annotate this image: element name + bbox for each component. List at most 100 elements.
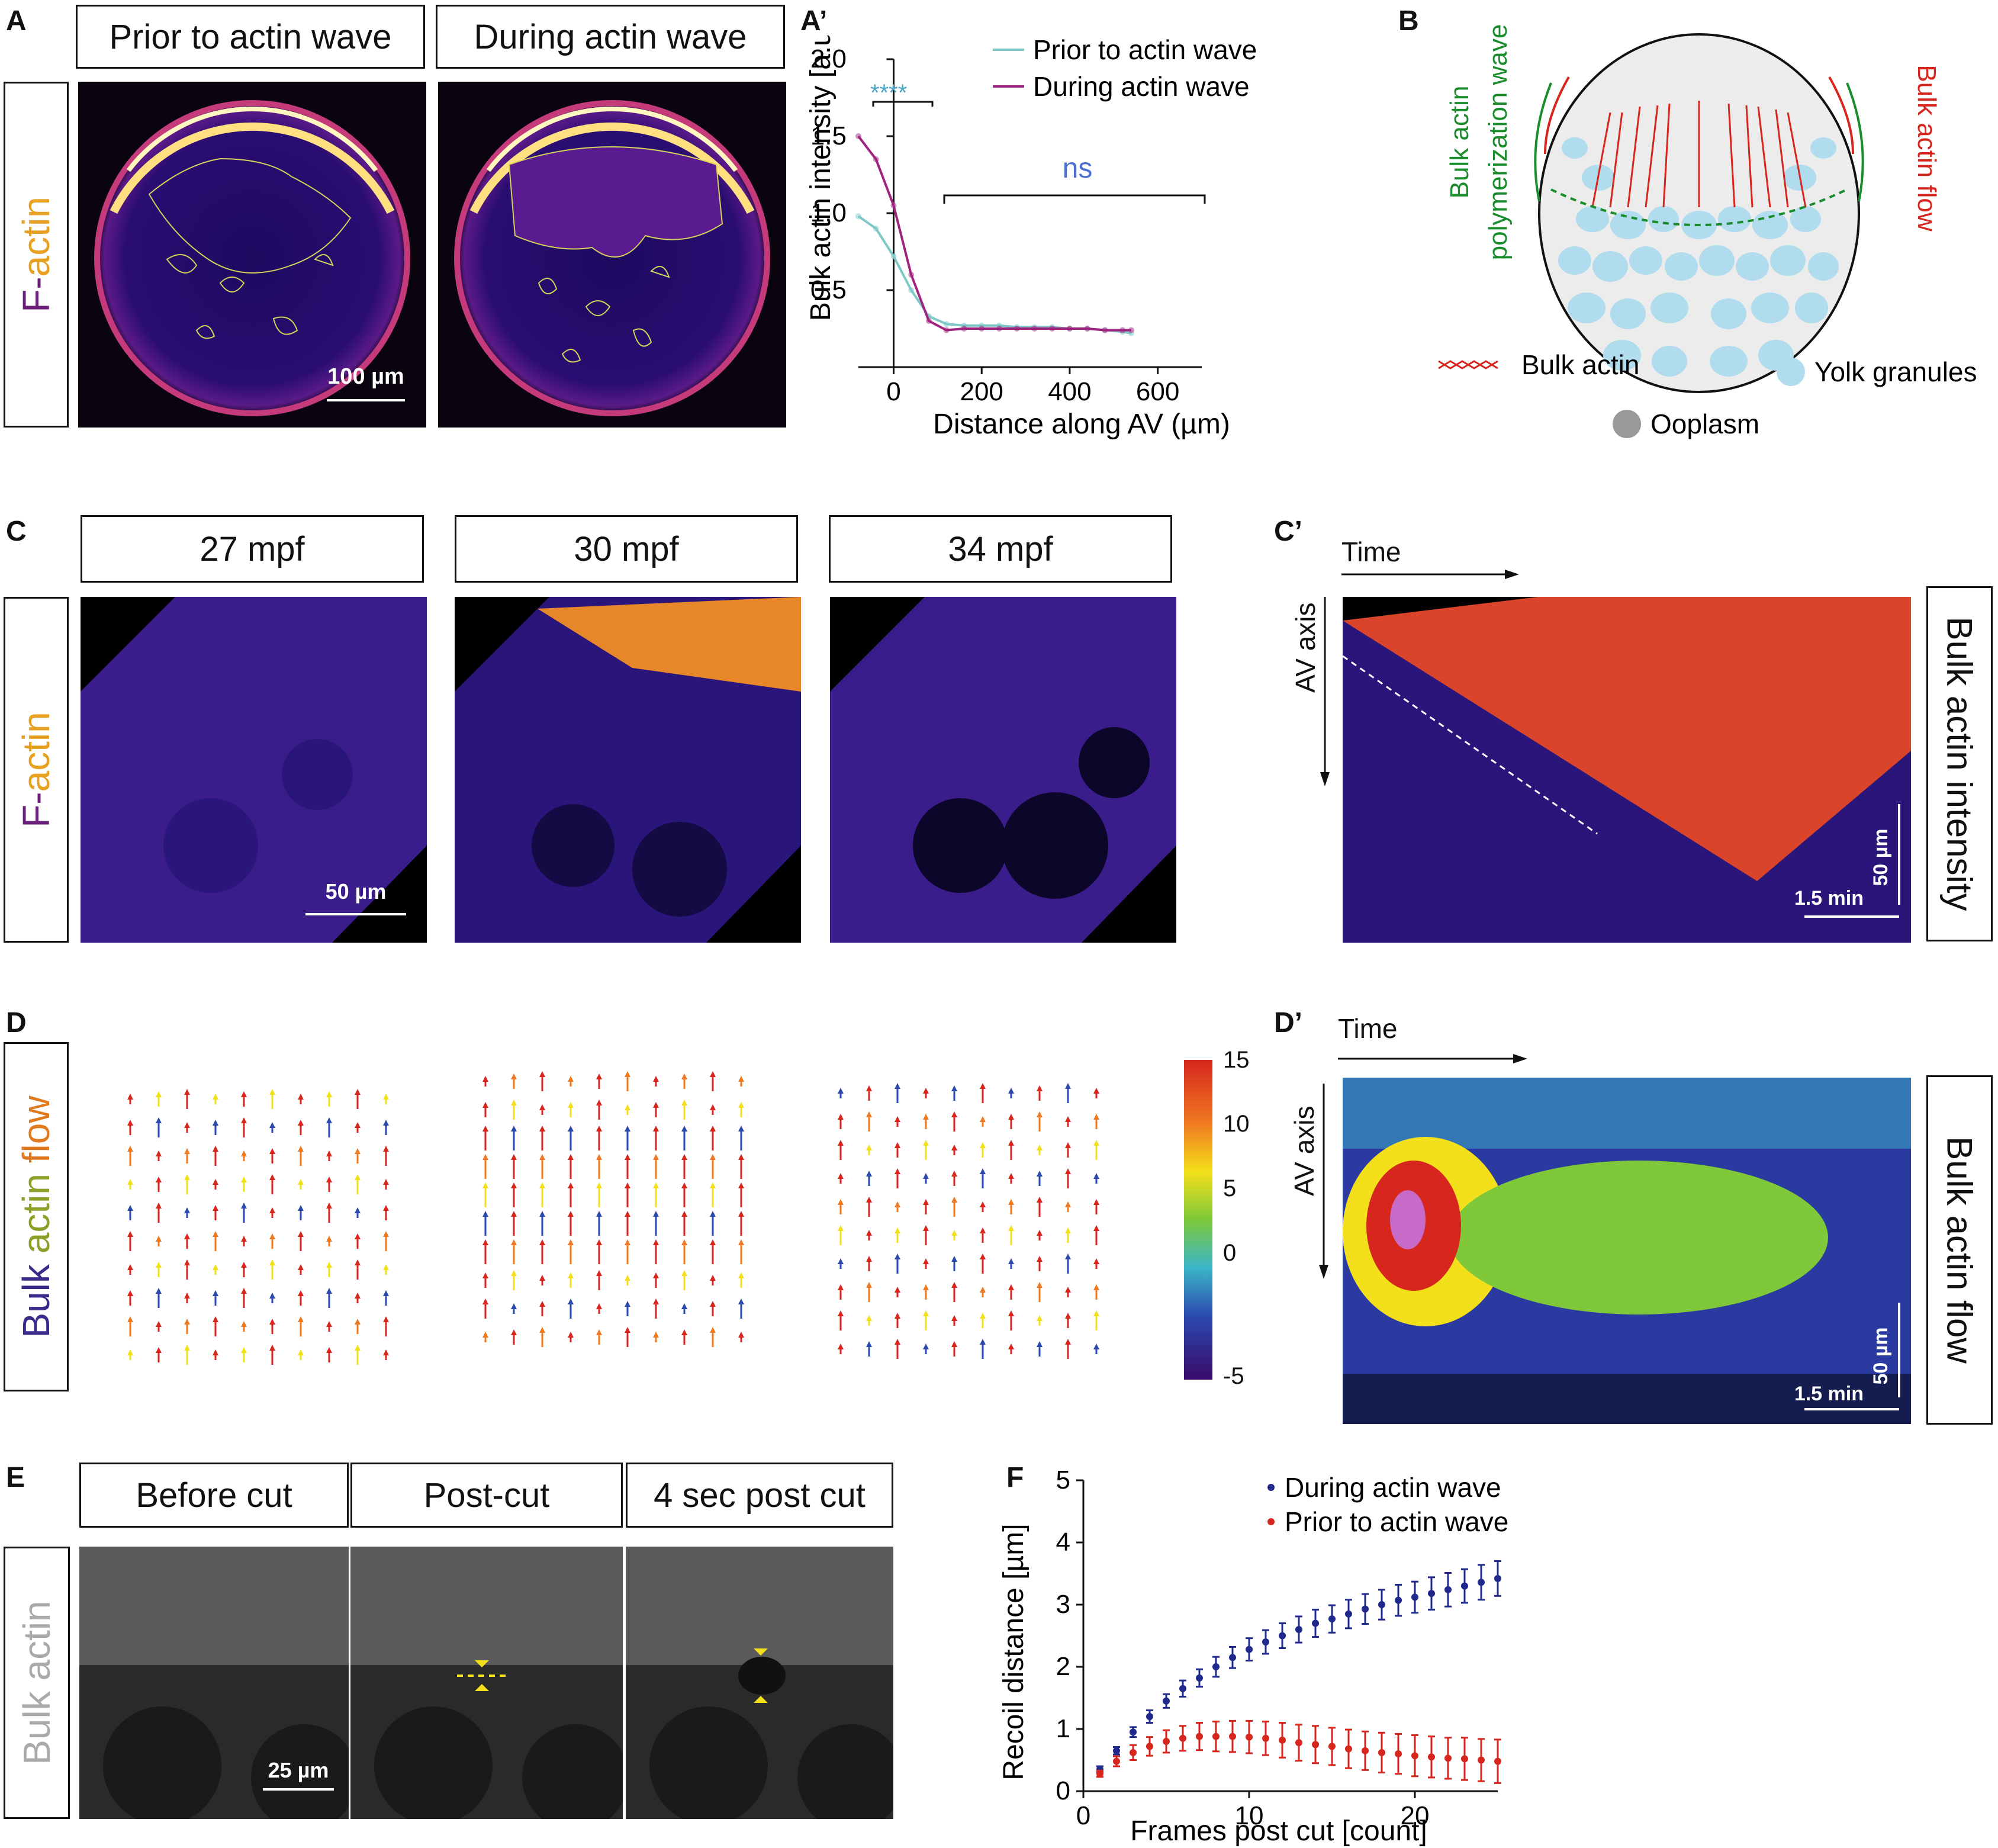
- d-flow-arrowhead: [482, 1332, 488, 1338]
- d-flow-arrowhead: [625, 1182, 630, 1188]
- d-flow-arrowhead: [1065, 1254, 1071, 1259]
- d-flow-arrowhead: [866, 1111, 872, 1117]
- d-flow-arrowhead: [241, 1347, 247, 1353]
- d-flow-arrowhead: [184, 1319, 190, 1325]
- d-flow-arrowhead: [895, 1287, 900, 1293]
- f-point: [1328, 1743, 1336, 1750]
- d-flow-arrowhead: [383, 1290, 389, 1296]
- d-flow-arrowhead: [596, 1211, 602, 1217]
- a-prime-ytick-label: 1.0: [810, 198, 847, 227]
- d-flow-arrowhead: [710, 1154, 716, 1160]
- d-flow-arrowhead: [568, 1154, 574, 1160]
- d-flow-arrowhead: [1093, 1258, 1099, 1264]
- d-vector-fields: [127, 1071, 1099, 1365]
- d-flow-arrowhead: [980, 1339, 986, 1345]
- d-flow-arrowhead: [568, 1272, 574, 1278]
- d-flow-arrowhead: [980, 1313, 986, 1319]
- a-prime-point: [1102, 327, 1108, 333]
- title-4sec: 4 sec post cut: [626, 1463, 893, 1528]
- d-flow-arrowhead: [596, 1154, 602, 1160]
- f-point: [1113, 1747, 1120, 1754]
- side-label-bulk-actin-e: Bulk actin: [4, 1547, 70, 1819]
- d-flow-arrowhead: [923, 1199, 929, 1205]
- a-prime-ylabel: Bulk actin intensity [a.u]: [805, 36, 836, 321]
- d-flow-arrowhead: [596, 1270, 602, 1276]
- f-point: [1130, 1749, 1137, 1756]
- d-prime-time-arrow: [1338, 1054, 1527, 1063]
- d-flow-arrowhead: [1065, 1201, 1071, 1207]
- d-flow-arrowhead: [213, 1120, 218, 1126]
- d-flow-arrowhead: [1008, 1225, 1014, 1231]
- d-flow-arrowhead: [127, 1290, 133, 1296]
- d-flow-arrowhead: [482, 1182, 488, 1188]
- d-flow-arrowhead: [738, 1299, 744, 1304]
- d-flow-arrowhead: [1065, 1116, 1071, 1122]
- d-flow-arrowhead: [1037, 1282, 1043, 1288]
- schematic-b: Bulk actin polymerization wave Bulk acti…: [1438, 24, 1977, 439]
- f-point: [1395, 1596, 1402, 1604]
- scale-bar-e-label: 25 µm: [268, 1758, 329, 1782]
- d-flow-arrowhead: [738, 1154, 744, 1160]
- f-point: [1163, 1738, 1170, 1745]
- d-flow-arrowhead: [383, 1120, 389, 1126]
- f-point: [1378, 1749, 1385, 1756]
- f-legend-dot-during: [1267, 1484, 1275, 1491]
- d-flow-arrowhead: [298, 1205, 304, 1211]
- a-prime-point: [890, 253, 897, 259]
- d-flow-arrowhead: [1065, 1339, 1071, 1345]
- panel-letter-a: A: [6, 5, 27, 37]
- d-flow-arrowhead: [596, 1100, 602, 1105]
- c-prime-scale-y: 50 µm: [1870, 828, 1892, 886]
- d-flow-arrowhead: [596, 1239, 602, 1245]
- f-point: [1295, 1626, 1302, 1633]
- a-prime-xlabel: Distance along AV (µm): [933, 409, 1230, 440]
- d-flow-arrowhead: [951, 1171, 957, 1177]
- a-prime-point: [979, 326, 985, 332]
- d-flow-arrowhead: [625, 1239, 630, 1245]
- d-flow-arrowhead: [838, 1344, 844, 1349]
- ns-bracket: [943, 194, 1206, 204]
- d-flow-arrowhead: [184, 1345, 190, 1351]
- f-ytick-label: 1: [1056, 1714, 1070, 1743]
- a-prime-xtick-label: 200: [960, 377, 1003, 406]
- d-flow-arrowhead: [269, 1089, 275, 1095]
- c-image-30: [455, 597, 801, 943]
- sig-bracket: [872, 101, 934, 107]
- title-30mpf: 30 mpf: [455, 515, 798, 583]
- d-prime-scale-y: 50 µm: [1870, 1327, 1892, 1384]
- d-flow-arrowhead: [241, 1321, 247, 1327]
- title-27mpf: 27 mpf: [81, 515, 424, 583]
- d-flow-arrowhead: [596, 1329, 602, 1335]
- d-flow-arrowhead: [511, 1211, 517, 1217]
- d-flow-arrowhead: [866, 1282, 872, 1288]
- d-flow-arrowhead: [838, 1199, 844, 1205]
- d-flow-arrowhead: [1093, 1140, 1099, 1146]
- d-flow-arrowhead: [923, 1258, 929, 1264]
- d-flow-arrowhead: [482, 1126, 488, 1132]
- d-flow-arrowhead: [895, 1142, 900, 1148]
- d-prime-time-label: Time: [1338, 1013, 1398, 1044]
- panel-letter-d: D: [6, 1007, 27, 1039]
- d-flow-arrowhead: [838, 1225, 844, 1231]
- d-flow-arrowhead: [355, 1345, 361, 1351]
- red-arrow-right: [1828, 76, 1854, 155]
- d-flow-arrowhead: [511, 1329, 517, 1335]
- b-legend-ooplasm: Ooplasm: [1650, 409, 1759, 439]
- d-flow-arrowhead: [568, 1126, 574, 1132]
- d-flow-arrowhead: [269, 1148, 275, 1154]
- d-flow-arrowhead: [980, 1168, 986, 1174]
- cb-tick-neg5: -5: [1223, 1363, 1244, 1389]
- d-flow-arrowhead: [539, 1104, 545, 1110]
- f-point: [1229, 1733, 1236, 1740]
- a-prime-point: [873, 226, 879, 232]
- d-flow-arrowhead: [895, 1227, 900, 1233]
- d-flow-arrowhead: [213, 1264, 218, 1270]
- d-flow-arrowhead: [681, 1239, 687, 1245]
- a-prime-series-line: [857, 215, 1132, 335]
- d-flow-arrowhead: [980, 1201, 986, 1207]
- f-point: [1428, 1753, 1435, 1761]
- a-prime-point: [943, 327, 950, 333]
- d-flow-arrowhead: [923, 1284, 929, 1290]
- d-flow-arrowhead: [653, 1239, 659, 1245]
- d-flow-arrowhead: [355, 1207, 361, 1213]
